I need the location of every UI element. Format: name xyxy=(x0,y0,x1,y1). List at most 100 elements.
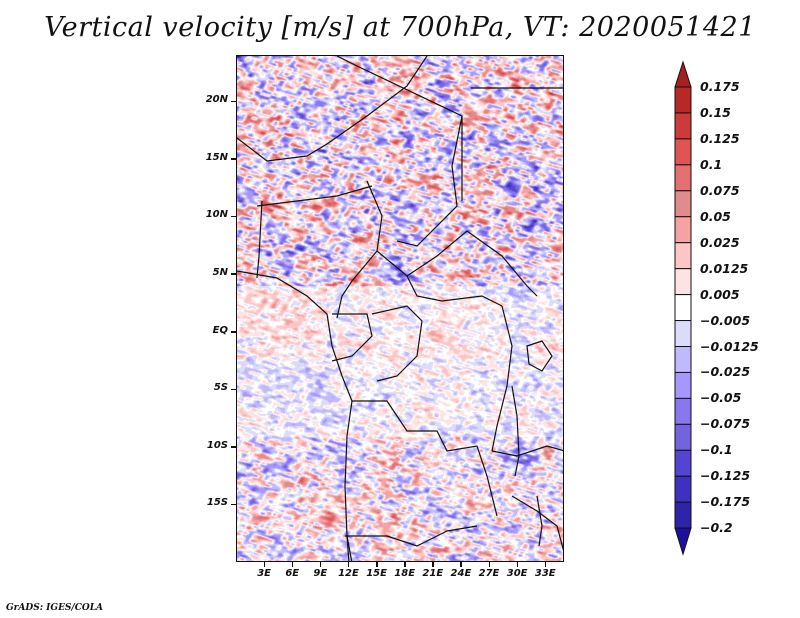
colorbar-box xyxy=(674,449,692,477)
colorbar-box xyxy=(674,164,692,192)
border-nigeria-niger xyxy=(256,185,373,207)
x-tick-label: 15E xyxy=(366,568,387,579)
border-mozambique xyxy=(511,495,563,551)
border-angola-south xyxy=(345,525,478,547)
y-tick-label: 15N xyxy=(205,151,228,163)
vertical-velocity-field xyxy=(237,56,563,561)
grads-credit: GrADS: IGES/COLA xyxy=(6,603,104,613)
y-tick xyxy=(231,273,236,275)
border-congo xyxy=(371,305,423,382)
y-tick-label: EQ xyxy=(212,324,228,336)
x-tick-label: 27E xyxy=(478,568,500,579)
x-tick xyxy=(263,562,266,567)
colorbar-box xyxy=(674,475,692,503)
colorbar-label: −0.025 xyxy=(700,364,751,380)
border-zambia xyxy=(491,445,563,457)
colorbar-label: −0.175 xyxy=(700,494,751,510)
x-tick-label: 18E xyxy=(394,568,416,579)
colorbar-label: 0.0125 xyxy=(700,260,749,276)
border-chad-sudan xyxy=(396,115,463,247)
colorbar-label: −0.125 xyxy=(700,468,751,484)
border-niger-chad xyxy=(237,56,428,162)
colorbar-label: −0.1 xyxy=(700,442,733,458)
border-nigeria-cameroon xyxy=(336,180,383,319)
colorbar-arrow-bottom xyxy=(674,527,692,556)
border-drc-east xyxy=(491,305,513,452)
colorbar-label: 0.15 xyxy=(700,104,731,120)
coastline-west xyxy=(237,270,353,561)
border-car xyxy=(376,230,538,297)
lake-malawi xyxy=(536,495,543,547)
y-tick-label: 10S xyxy=(206,439,228,451)
colorbar-box xyxy=(674,112,692,140)
y-tick-label: 20N xyxy=(205,94,228,106)
x-tick xyxy=(376,562,378,567)
colorbar-label: 0.075 xyxy=(700,182,740,198)
x-tick-label: 12E xyxy=(338,568,359,579)
colorbar-box xyxy=(674,397,692,425)
x-tick xyxy=(404,562,406,567)
colorbar-label: 0.025 xyxy=(700,234,740,250)
colorbar-box xyxy=(674,138,692,166)
colorbar-label: −0.2 xyxy=(700,520,733,536)
lake-tanganyika xyxy=(511,385,520,477)
y-tick-label: 5N xyxy=(212,266,228,278)
y-tick xyxy=(231,100,236,103)
x-tick xyxy=(516,562,519,567)
colorbar-box xyxy=(674,268,692,296)
x-tick-label: 9E xyxy=(313,568,328,579)
map-plot-area xyxy=(236,55,564,562)
y-tick-label: 10N xyxy=(205,209,228,221)
colorbar-label: 0.125 xyxy=(700,130,740,146)
colorbar-box xyxy=(674,423,692,451)
colorbar-label: 0.175 xyxy=(700,79,740,94)
colorbar-label: −0.0125 xyxy=(700,338,759,354)
y-tick-label: 15S xyxy=(206,497,228,509)
border-gabon xyxy=(331,313,373,362)
x-tick xyxy=(319,562,322,567)
x-tick-label: 6E xyxy=(285,568,300,579)
colorbar-label: 0.005 xyxy=(700,286,740,302)
colorbar-box xyxy=(674,501,692,529)
chart-title: Vertical velocity [m/s] at 700hPa, VT: 2… xyxy=(44,12,756,43)
colorbar-box xyxy=(674,242,692,270)
x-tick xyxy=(347,562,350,567)
x-tick-label: 21E xyxy=(422,568,444,579)
colorbar-box xyxy=(674,320,692,347)
colorbar-box xyxy=(674,371,692,399)
y-tick xyxy=(231,446,236,448)
colorbar-box xyxy=(674,216,692,244)
lake-victoria xyxy=(526,340,553,372)
y-tick xyxy=(231,503,236,506)
colorbar-label: −0.005 xyxy=(700,312,751,328)
x-tick xyxy=(544,562,547,567)
y-tick xyxy=(231,215,236,218)
colorbar-label: 0.05 xyxy=(700,208,731,224)
x-tick xyxy=(460,562,462,567)
y-tick xyxy=(231,158,236,160)
colorbar-box xyxy=(674,190,692,218)
y-tick xyxy=(231,388,236,391)
x-tick-label: 30E xyxy=(506,568,528,579)
y-tick-label: 5S xyxy=(213,382,228,394)
y-tick xyxy=(231,331,236,333)
colorbar-box xyxy=(674,86,692,114)
x-tick xyxy=(488,562,491,567)
border-chad-libya xyxy=(336,56,463,201)
x-tick-label: 3E xyxy=(257,568,271,579)
x-tick xyxy=(291,562,294,567)
x-tick-label: 24E xyxy=(450,568,472,579)
colorbar-label: −0.075 xyxy=(700,416,751,432)
border-nigeria-benin xyxy=(256,200,263,279)
country-borders xyxy=(237,56,563,561)
colorbar-label: 0.1 xyxy=(700,156,723,172)
colorbar-box xyxy=(674,294,692,322)
x-tick-label: 33E xyxy=(534,568,556,579)
colorbar-arrow-top xyxy=(674,60,692,88)
x-tick xyxy=(432,562,434,567)
border-angola xyxy=(352,400,498,517)
colorbar-label: −0.05 xyxy=(700,390,742,406)
colorbar xyxy=(674,60,692,556)
colorbar-box xyxy=(674,346,692,373)
border-car-south xyxy=(406,275,503,307)
